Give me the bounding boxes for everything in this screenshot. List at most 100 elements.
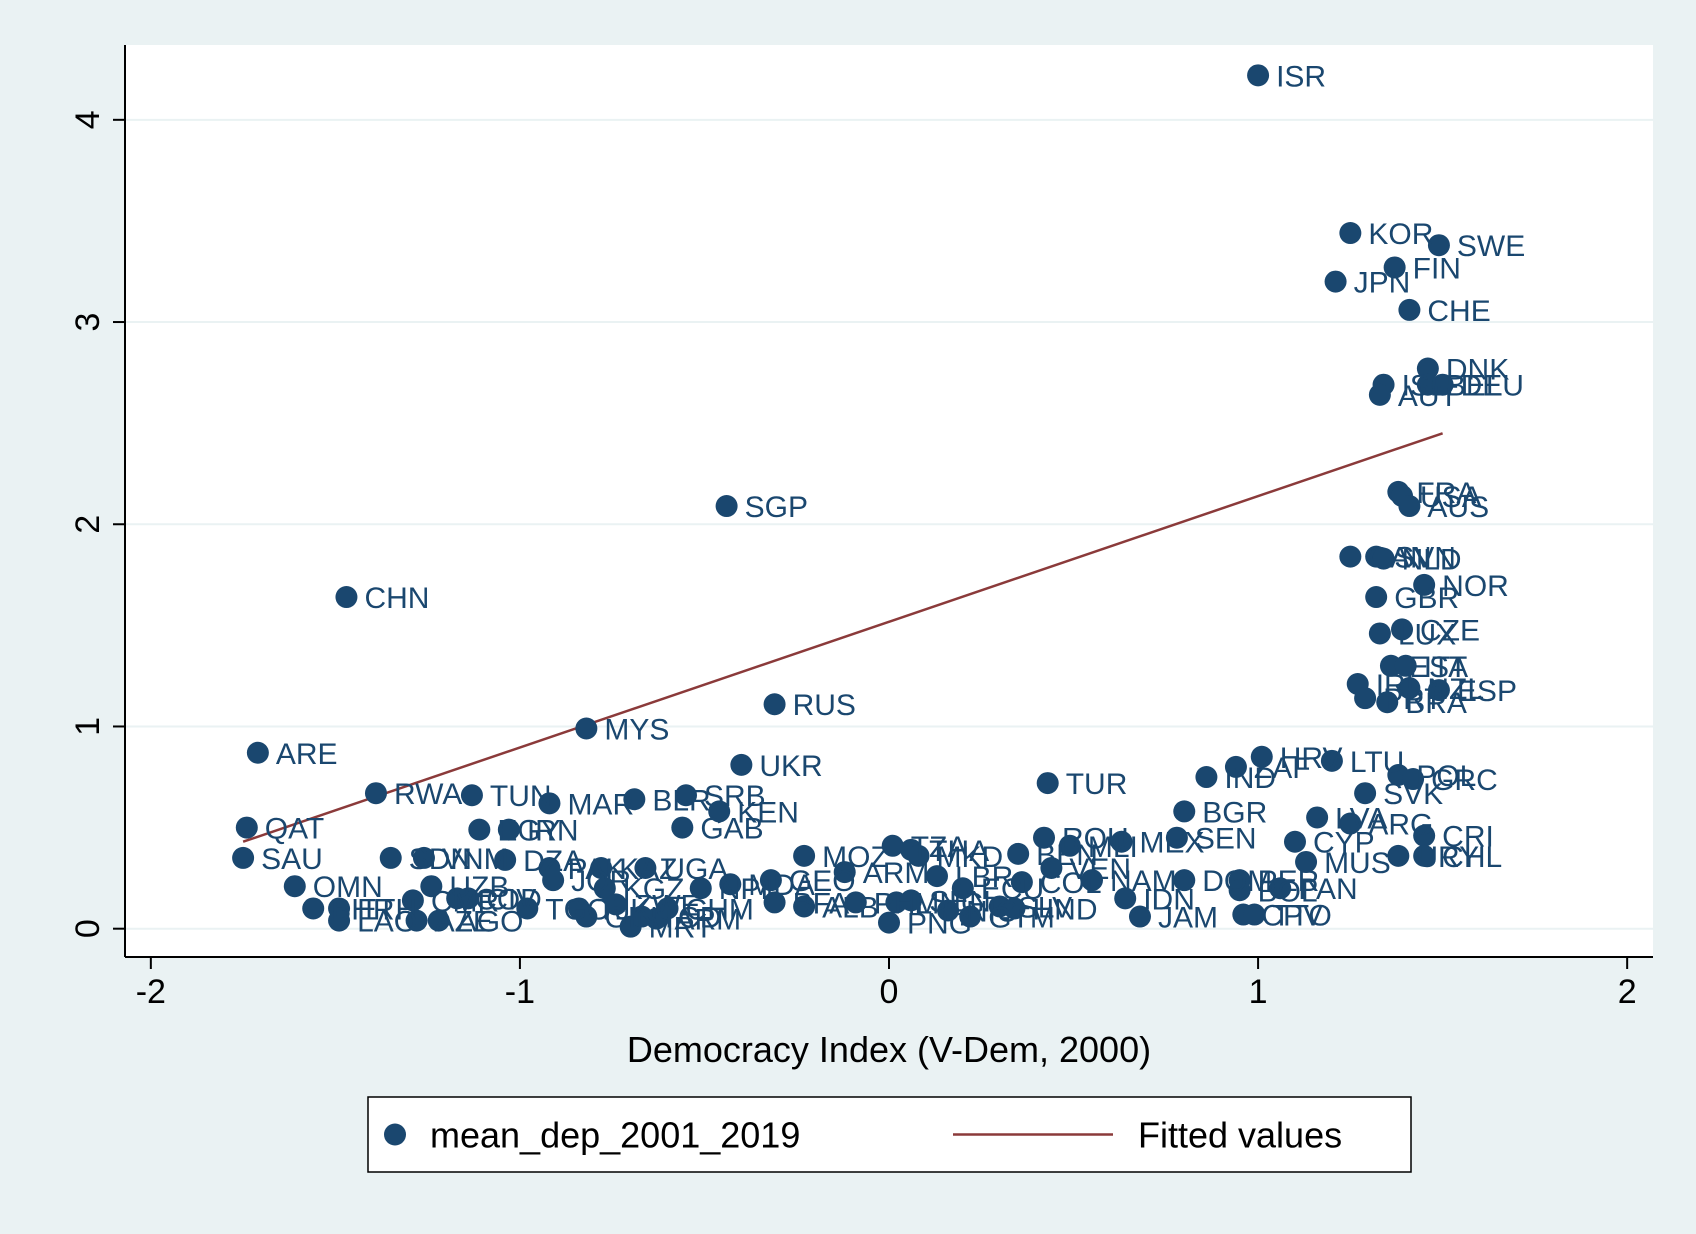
data-label: HRV <box>1280 742 1343 775</box>
data-point <box>793 895 816 918</box>
data-label: UZB <box>449 871 509 904</box>
data-point <box>405 909 428 932</box>
data-label: MAR <box>567 788 634 821</box>
data-label: CHL <box>1442 841 1502 874</box>
data-label: UKR <box>759 750 822 783</box>
data-point <box>335 586 358 609</box>
data-point <box>1003 897 1026 920</box>
data-point <box>593 877 616 900</box>
data-point <box>1114 887 1137 910</box>
data-label: SAU <box>261 843 323 876</box>
data-point <box>1431 373 1454 396</box>
data-label: SWE <box>1457 230 1525 263</box>
data-point <box>900 889 923 912</box>
data-label: ARE <box>276 738 338 771</box>
data-point <box>719 873 742 896</box>
data-point <box>715 495 738 518</box>
data-point <box>623 788 646 811</box>
legend-marker-symbol <box>384 1123 406 1146</box>
data-point <box>575 905 598 928</box>
data-point <box>759 869 782 892</box>
data-label: ECU <box>981 873 1044 906</box>
data-label: IND <box>1224 762 1276 795</box>
data-label: SEN <box>929 885 991 918</box>
data-label: ESP <box>1457 675 1517 708</box>
data-label: MEX <box>1140 827 1205 860</box>
data-label: ARG <box>1368 809 1433 842</box>
data-label: AUS <box>1427 491 1489 524</box>
data-label: GRC <box>1431 764 1498 797</box>
data-point <box>793 844 816 867</box>
data-point <box>763 693 786 716</box>
data-point <box>283 875 306 898</box>
y-tick-label: 3 <box>69 313 107 332</box>
data-label: VEN <box>1069 853 1131 886</box>
data-label: GEO <box>789 865 856 898</box>
data-point <box>232 846 255 869</box>
data-label: VNM <box>442 843 509 876</box>
data-label: LVA <box>1335 802 1387 835</box>
data-label: RWA <box>394 778 462 811</box>
data-label: SRB <box>704 780 766 813</box>
data-point <box>1368 622 1391 645</box>
data-label: GTM <box>988 902 1055 935</box>
data-point <box>959 905 982 928</box>
data-label: DNK <box>1446 354 1509 387</box>
data-point <box>328 909 351 932</box>
data-point <box>1173 869 1196 892</box>
data-point <box>1036 772 1059 795</box>
data-point <box>460 784 483 807</box>
y-tick-label: 4 <box>69 110 107 129</box>
data-label: CZE <box>1420 614 1480 647</box>
data-label: BFA <box>793 887 850 920</box>
data-point <box>1247 64 1270 87</box>
data-label: CHE <box>1427 295 1490 328</box>
legend-label-fitted: Fitted values <box>1138 1115 1342 1156</box>
data-label: NPL <box>719 873 777 906</box>
data-point <box>708 800 731 823</box>
data-label: GAB <box>700 813 763 846</box>
data-label: NAM <box>1110 865 1177 898</box>
data-label: MYS <box>604 713 669 746</box>
data-point <box>937 899 960 922</box>
data-point <box>1398 495 1421 518</box>
data-point <box>575 717 598 740</box>
data-point <box>1306 806 1329 829</box>
data-point <box>1228 879 1251 902</box>
legend-label-scatter: mean_dep_2001_2019 <box>430 1115 800 1156</box>
axes: 0 1 2 3 4 -2 -1 0 1 2 <box>69 45 1653 1011</box>
data-label: OMN <box>313 871 383 904</box>
data-label: LAO <box>357 906 417 939</box>
data-label: TUR <box>1066 768 1128 801</box>
data-point <box>412 846 435 869</box>
data-label: UGA <box>663 853 728 886</box>
data-point <box>1269 877 1292 900</box>
data-label: DEU <box>1461 370 1524 403</box>
gridlines <box>125 118 1653 930</box>
data-point <box>364 782 387 805</box>
data-point <box>1365 586 1388 609</box>
data-label: ROU <box>1062 823 1129 856</box>
x-axis-title: Democracy Index (V-Dem, 2000) <box>627 1029 1151 1070</box>
data-label: FIN <box>1413 252 1461 285</box>
data-point <box>730 753 753 776</box>
data-label: MNG <box>914 887 984 920</box>
data-label: IRN <box>527 815 579 848</box>
fitted-values-line <box>242 432 1444 843</box>
data-point <box>538 792 561 815</box>
x-tick-label: 1 <box>1249 973 1268 1011</box>
data-point <box>1250 745 1273 768</box>
x-tick-label: 2 <box>1618 973 1637 1011</box>
data-label: IDN <box>1143 883 1195 916</box>
data-point <box>1243 903 1266 926</box>
data-label: JOR <box>571 865 631 898</box>
data-point <box>1033 826 1056 849</box>
data-label: LUX <box>1398 618 1456 651</box>
data-point <box>833 861 856 884</box>
data-label: MRT <box>649 912 713 945</box>
data-point <box>1354 687 1377 710</box>
data-point <box>379 846 402 869</box>
legend-box <box>367 1096 1412 1173</box>
data-point <box>590 857 613 880</box>
data-label: BHR <box>331 893 394 926</box>
